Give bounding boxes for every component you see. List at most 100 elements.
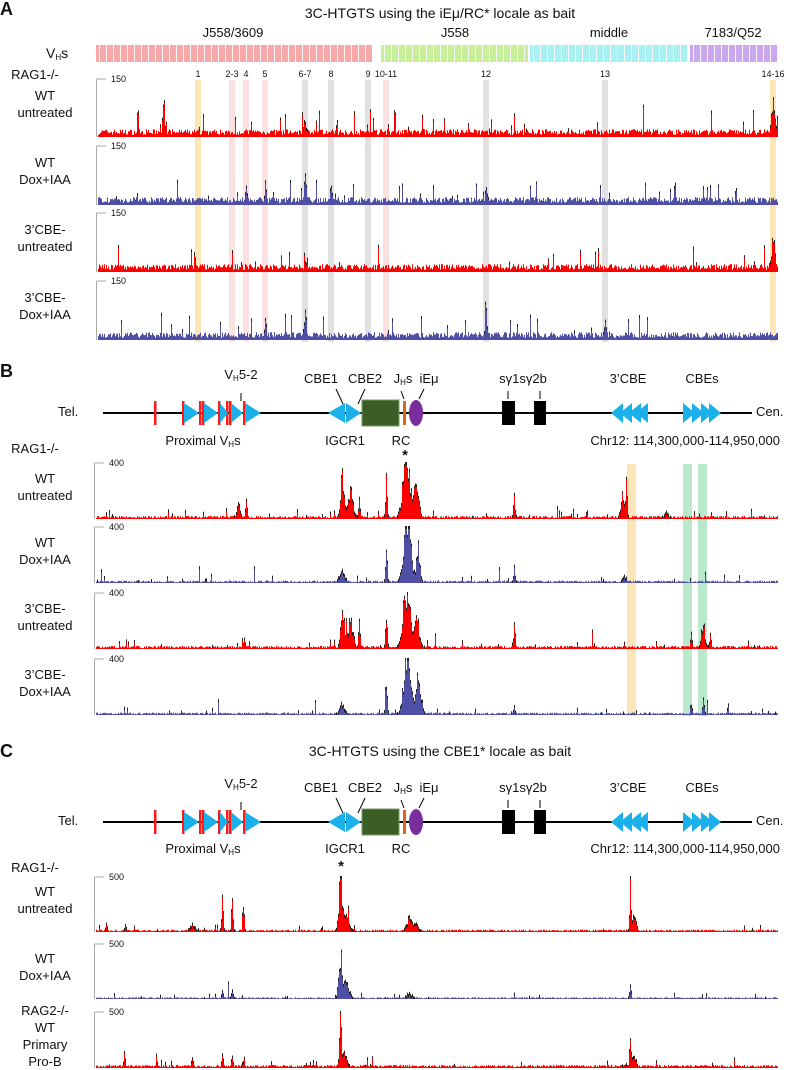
highlight-cbe-2 [698,464,707,716]
panel-c-rc-label: RC [391,841,411,856]
panelB-track-2-label-2: Dox+IAA [19,551,71,567]
marker-highlight-14-16 [770,80,776,342]
panel-c-vh-segment [229,810,232,834]
panel-b-3cbe-label: 3’CBE [609,371,647,386]
panel-b-vh-cbe-triangle [245,403,261,423]
panelB-track-4-label-2: Dox+IAA [19,683,71,699]
panel-b-genotype: RAG1-/- [11,441,59,456]
panel-c-cbe2-label: CBE2 [348,780,382,795]
marker-label-14-16: 14-16 [761,69,785,79]
panelC-track-1-y-axis [94,876,104,932]
panelB-track-2-signal [96,526,778,583]
panel-c-cbes-triangle [709,812,721,832]
panel-b-vh-segment [218,401,221,425]
panelC-track-1-signal [96,876,778,932]
panel-c-chr-coordinates: Chr12: 114,300,000-114,950,000 [590,841,780,856]
family-bar-j558 [381,45,528,62]
panel-b-vh-segment [182,401,185,425]
panelB-track-1-label-1: WT [34,470,56,486]
panelB-track-3-label-1: 3’CBE- [24,600,66,616]
panelB-track-3-signal [96,592,778,649]
panelC-track-3-label-4: Pro-B [28,1053,62,1069]
panelB-track-1-label-2: untreated [17,487,73,503]
panel-c-3cbe-label: 3’CBE [609,780,647,795]
panelC-track-1-plot [94,876,778,932]
panelB-track-1-plot [94,462,778,519]
panel-c-cbes-triangle [692,812,704,832]
panel-b-jh-label: JHs [393,371,413,388]
panel-c-3cbe-triangle [611,812,623,832]
panelB-track-3-label-2: untreated [17,617,73,633]
panelA-track-4-label-1: 3’CBE- [24,290,66,305]
panelC-track-3-label-1: RAG2-/- [21,1002,69,1018]
panel-b-cbe2-triangle [346,403,361,423]
panelA-track-1-label-2: untreated [17,104,73,120]
panel-c-igcr1-label: IGCR1 [325,841,365,856]
panel-c-tel-label: Tel. [58,813,79,828]
panelA-track-4-axis-max: 150 [111,276,127,286]
panelB-track-4-signal [96,658,778,715]
panelA-track-1-plot [96,78,778,137]
panel-c-cbe2-triangle [346,812,361,832]
panel-a-genotype: RAG1-/- [11,67,59,82]
family-bar-middle [530,45,688,62]
panel-c-cbes-triangle [683,812,695,832]
panel-b-vh-cbe-triangle [184,403,199,423]
marker-label-2-3: 2-3 [225,69,239,79]
panelA-track-4-signal [98,301,778,340]
panelB-track-2-signal-tips [97,526,740,583]
panel-c-vh-cbe-triangle [231,812,243,832]
panel-c-vh-cbe-triangle [245,812,261,832]
panel-b-3cbe-triangle [611,403,623,423]
marker-highlight-8 [328,80,334,342]
panel-b-chr-coordinates: Chr12: 114,300,000-114,950,000 [590,433,780,448]
marker-highlight-4 [243,80,249,342]
panelB-track-4-label-1: 3’CBE- [24,666,66,682]
panelA-track-3-label-2: untreated [17,239,73,254]
panelC-track-1-axis-max: 500 [109,872,125,882]
highlight-cbe-1 [683,464,692,716]
panel-b-vh-cbe-triangle [220,403,228,423]
panelA-track-1-signal-tips [137,97,778,133]
panelB-track-1-y-axis [94,462,104,519]
panel-c-locus-diagram [103,797,752,836]
marker-label-6-7: 6-7 [298,69,312,79]
panel-b-vh5-2-label: VH5-2 [224,367,258,384]
panelA-track-3-plot [96,212,778,272]
panelA-track-2-y-axis [96,145,106,205]
panelA-track-4-label-2: Dox+IAA [19,307,71,322]
panel-c-sg2b-region [534,810,546,834]
panelA-track-2-signal-tips [116,173,737,200]
panel-c-vh-segment [202,810,205,834]
panel-b-proximal-vh-label: Proximal VHs [165,433,241,450]
panel-b-igcr1-label: IGCR1 [325,433,365,448]
panelB-track-4-plot [94,658,778,715]
panel-c-3cbe-triangle [636,812,648,832]
family-label-middle: middle [589,25,629,40]
panelA-track-3-axis-max: 150 [111,208,127,218]
panelA-track-3-signal [98,237,778,272]
panelB-track-1-signal [96,462,778,519]
panelA-track-1-label-1: WT [34,87,56,103]
marker-label-1: 1 [195,69,201,79]
panel-c-vh-cbe-triangle [204,812,218,832]
panel-b-3cbe-triangle [629,403,641,423]
panelC-track-1-signal-tips [99,876,761,932]
marker-highlight-10-11 [383,80,389,342]
panel-b-3cbe-triangle [620,403,632,423]
panelA-track-2-plot [96,145,778,205]
panel-b-cbe1-label: CBE1 [304,371,338,386]
panel-b-cbe2-label: CBE2 [348,371,382,386]
panelC-track-3-signal-tips [109,1011,735,1068]
marker-highlight-5 [262,80,268,342]
marker-highlight-6-7 [302,80,308,342]
panel-letter-c: C [0,741,13,761]
panel-c-dh-cluster [361,808,400,836]
panelA-track-4-y-axis [96,280,106,340]
panelC-track-3-plot [94,1011,778,1068]
panel-b-sg1-region [502,401,515,425]
marker-highlight-9 [365,80,371,342]
panel-b-locus-diagram [103,388,752,427]
panelB-track-3-axis-max: 400 [109,588,125,598]
family-bar-7183-q52 [690,45,778,62]
